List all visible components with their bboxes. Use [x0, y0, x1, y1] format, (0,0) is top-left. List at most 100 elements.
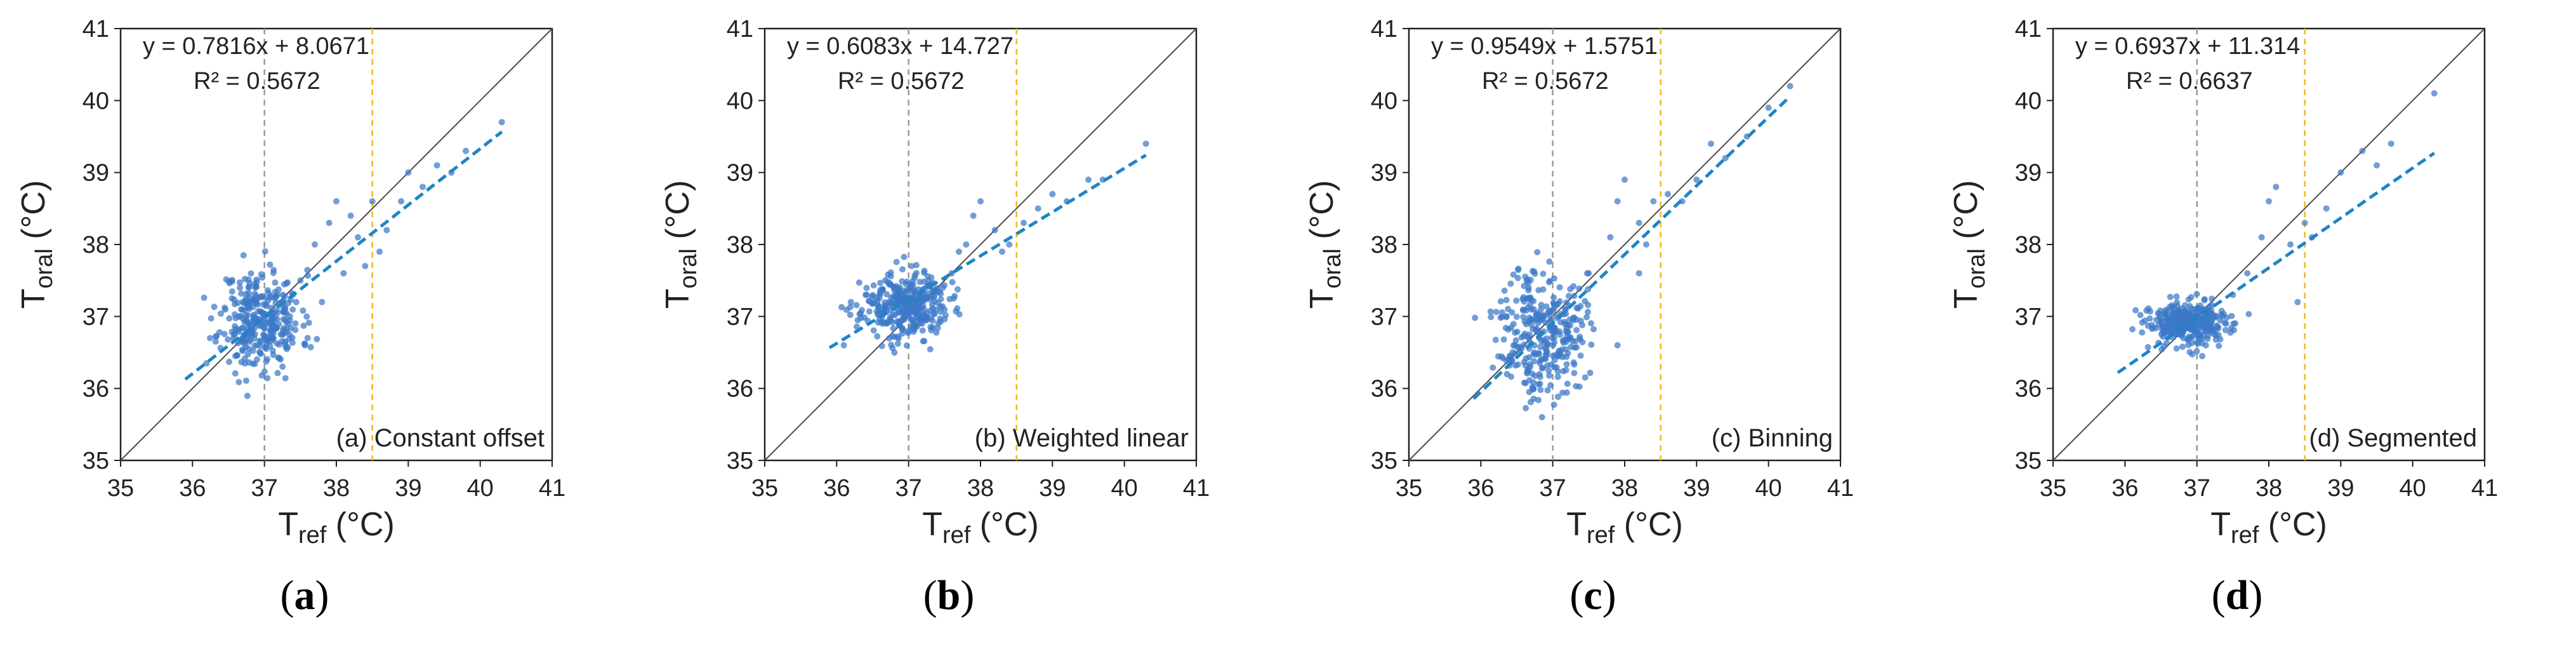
scatter-point: [956, 248, 962, 255]
scatter-point: [2162, 307, 2169, 314]
y-tick-label: 41: [727, 16, 753, 43]
scatter-point: [241, 276, 248, 283]
scatter-point: [251, 331, 258, 338]
scatter-point: [954, 286, 961, 293]
scatter-point: [1571, 344, 1578, 351]
scatter-point: [931, 288, 938, 295]
scatter-point: [256, 337, 263, 344]
scatter-point: [433, 162, 440, 169]
scatter-point: [1518, 334, 1525, 341]
scatter-point: [1556, 284, 1563, 291]
scatter-point: [1535, 351, 1542, 358]
scatter-point: [269, 347, 276, 354]
x-tick-label: 41: [2471, 475, 2498, 502]
scatter-point: [1498, 353, 1505, 360]
r-squared: R² = 0.5672: [1482, 68, 1609, 95]
x-tick-label: 36: [179, 475, 206, 502]
x-tick-label: 40: [1111, 475, 1138, 502]
scatter-point: [921, 269, 928, 276]
scatter-point: [894, 340, 901, 347]
scatter-point: [498, 119, 505, 126]
scatter-point: [275, 286, 282, 293]
scatter-point: [1607, 234, 1614, 241]
x-tick-label: 38: [2256, 475, 2282, 502]
y-axis-label: Toral (°C): [659, 180, 702, 309]
scatter-point: [263, 345, 270, 352]
scatter-point: [1547, 307, 1554, 314]
x-tick-label: 37: [251, 475, 278, 502]
scatter-point: [2148, 321, 2155, 328]
scatter-point: [243, 290, 250, 297]
scatter-point: [913, 262, 920, 269]
scatter-point: [2182, 302, 2189, 309]
scatter-chart-a: 35 36 37 38 39 40 41 35 36 37 38 39 40 41 y = 0.7816x …: [15, 16, 565, 549]
scatter-point: [267, 261, 274, 268]
fit-line: [1472, 95, 1792, 400]
x-axis-label-main: T: [922, 506, 942, 543]
scatter-point: [283, 280, 290, 287]
scatter-point: [1573, 326, 1580, 333]
x-tick-label: 40: [1755, 475, 1782, 502]
scatter-point: [2323, 205, 2330, 212]
scatter-point: [838, 304, 845, 311]
scatter-point: [862, 291, 869, 298]
scatter-point: [2244, 270, 2250, 277]
scatter-point: [2200, 333, 2207, 340]
x-tick-label: 39: [1683, 475, 1710, 502]
scatter-point: [1501, 287, 1508, 294]
scatter-point: [2217, 317, 2224, 324]
y-tick-label: 37: [727, 304, 753, 330]
x-tick-label: 37: [1540, 475, 1566, 502]
scatter-point: [1665, 191, 1671, 197]
scatter-point: [238, 359, 245, 366]
x-axis-label: Tref (°C): [2210, 506, 2327, 549]
x-axis-label-main: T: [1566, 506, 1587, 543]
identity-line: [764, 28, 1197, 461]
scatter-point: [870, 327, 877, 334]
scatter-point: [2374, 162, 2380, 169]
scatter-point: [286, 317, 293, 324]
scatter-point: [928, 326, 935, 333]
scatter-point: [1492, 337, 1499, 344]
scatter-point: [908, 323, 915, 330]
scatter-point: [1521, 283, 1528, 290]
y-axis-label-main: T: [1304, 289, 1340, 309]
scatter-point: [874, 333, 881, 340]
scatter-point: [264, 375, 271, 382]
scatter-point: [355, 234, 361, 241]
scatter-point: [895, 309, 902, 316]
scatter-point: [304, 267, 311, 274]
scatter-point: [2287, 241, 2294, 248]
scatter-point: [937, 296, 944, 303]
scatter-point: [896, 320, 903, 327]
fit-line: [184, 130, 503, 381]
scatter-point: [235, 340, 242, 347]
identity-line: [2052, 28, 2485, 461]
scatter-point: [293, 298, 300, 305]
scatter-point: [292, 320, 299, 327]
scatter-point: [2266, 198, 2272, 204]
scatter-point: [1554, 373, 1561, 380]
scatter-point: [1535, 311, 1542, 318]
scatter-point: [863, 284, 870, 291]
scatter-point: [903, 306, 910, 313]
scatter-point: [305, 272, 312, 279]
scatter-point: [1497, 314, 1504, 321]
scatter-point: [890, 325, 897, 332]
scatter-point: [2209, 295, 2216, 302]
scatter-point: [241, 307, 248, 314]
x-axis-label-unit: (°C): [326, 506, 394, 543]
fit-equation: y = 0.6083x + 14.727: [787, 33, 1014, 60]
scatter-point: [273, 293, 280, 300]
scatter-point: [2198, 320, 2205, 327]
scatter-point: [2294, 298, 2301, 305]
x-tick-label: 38: [1611, 475, 1638, 502]
scatter-point: [244, 332, 251, 339]
y-tick-label: 36: [1371, 376, 1397, 403]
scatter-point: [953, 308, 960, 315]
scatter-point: [1564, 380, 1571, 387]
scatter-point: [2147, 308, 2154, 315]
scatter-point: [340, 270, 347, 277]
scatter-point: [211, 304, 218, 311]
scatter-point: [1497, 298, 1504, 305]
